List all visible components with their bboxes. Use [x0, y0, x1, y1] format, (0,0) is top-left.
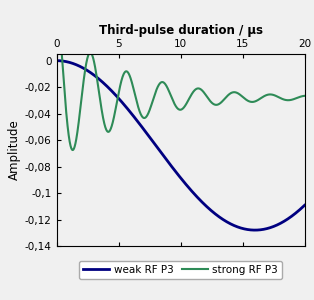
- Legend: weak RF P3, strong RF P3: weak RF P3, strong RF P3: [79, 261, 282, 279]
- weak RF P3: [175, 172, 179, 175]
- strong RF P3: [71, 148, 74, 152]
- strong RF P3: [295, 96, 299, 100]
- strong RF P3: [68, 138, 71, 141]
- Y-axis label: Amplitude: Amplitude: [8, 120, 21, 180]
- Line: strong RF P3: strong RF P3: [57, 0, 305, 150]
- strong RF P3: [303, 94, 306, 98]
- strong RF P3: [250, 100, 254, 104]
- weak RF P3: [67, 61, 71, 64]
- weak RF P3: [253, 228, 257, 232]
- weak RF P3: [295, 210, 299, 214]
- strong RF P3: [176, 106, 179, 110]
- weak RF P3: [295, 210, 299, 213]
- strong RF P3: [296, 96, 300, 100]
- weak RF P3: [55, 59, 58, 62]
- weak RF P3: [303, 203, 306, 207]
- weak RF P3: [250, 228, 254, 232]
- strong RF P3: [55, 59, 58, 62]
- weak RF P3: [169, 163, 172, 167]
- Line: weak RF P3: weak RF P3: [57, 61, 305, 230]
- strong RF P3: [169, 94, 173, 97]
- X-axis label: Third-pulse duration / µs: Third-pulse duration / µs: [99, 24, 263, 37]
